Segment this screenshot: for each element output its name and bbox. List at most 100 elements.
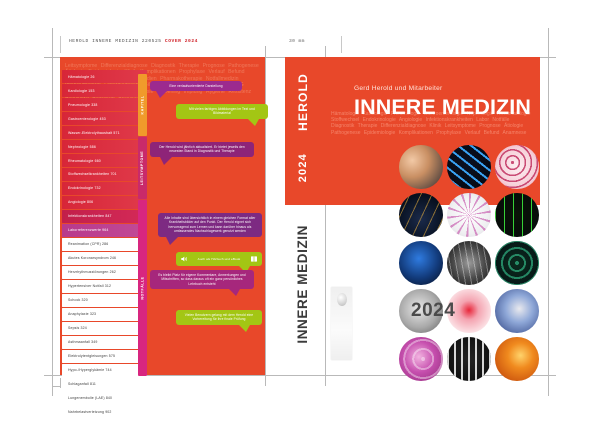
chapter-row: Nahrbelastverletzung 902 [62, 405, 147, 419]
front-cover-background-text: Hämatologie Kardiologie Pneumologie Gast… [331, 111, 531, 136]
index-tab-kapitel-label: KAPITEL [140, 95, 145, 115]
spine-panel: HEROLD 2024 INNERE MEDIZIN [285, 57, 325, 375]
blue-bacteria-micrograph-overlay [447, 145, 491, 189]
mri-spine-scan-overlay [447, 241, 491, 285]
blue-operating-room [399, 241, 443, 285]
callout-tail [239, 266, 250, 273]
corner-mark-bl [52, 386, 60, 387]
callout-bubble-kommentare: Es bleibt Platz für eigene Kommentare, A… [150, 270, 254, 297]
chapter-row: Gastroenterologie 453 [62, 111, 147, 126]
chapter-label: Lungenembolie (LAE) 840 [68, 396, 113, 401]
index-tab-leitsymptome-label: LEITSYMPTOME [140, 150, 145, 186]
chapter-row: Sepsis 324 [62, 321, 147, 335]
clinician-blue-scrubs [495, 289, 539, 333]
chapter-label: Reanimation (CPR) 286 [68, 242, 109, 247]
xray-film-strip [447, 337, 491, 381]
chapter-label: Hypo-/Hyperglykämie 744 [68, 368, 112, 373]
chapter-label: Stoffwechselkrankheiten 701 [68, 172, 117, 177]
chapter-label: Kardiologie 153 [68, 88, 95, 93]
bookmark-ribbon [331, 287, 352, 360]
slug-job-label: HEROLD INNERE MEDIZIN 220525 COVER 2024 [69, 39, 198, 44]
blue-bacteria-micrograph [447, 145, 491, 189]
callout-bubble-format-text: Alle Inhalte sind übersichtlich in einem… [164, 216, 256, 234]
slug-measure: 30 mm [289, 39, 305, 44]
chapter-row: Pneumologie 338 [62, 97, 147, 112]
chapter-label: Hämatologie 26 [68, 74, 95, 79]
chapter-row: Infektionskrankheiten 847 [62, 209, 147, 224]
bookmark-bead [336, 293, 347, 306]
callout-tail [229, 289, 240, 297]
chapter-label: Sepsis 324 [68, 326, 87, 331]
chapter-label: Laborreferenzwerte 964 [68, 228, 109, 233]
chapter-index-list: Hämatologie 26 Kardiologie 153 Pneumologie… [62, 70, 147, 420]
xray-film-strip-overlay [447, 337, 491, 381]
chapter-row: Anaphylaxie 323 [62, 307, 147, 321]
callout-bubble-pruefung: Vielen Benutzern gelang mit dem Herold e… [176, 310, 262, 332]
callout-bubble-verlauf: Eine verlaufsorientierte Darstellung [150, 81, 242, 99]
slug-cover-text: COVER 2024 [164, 39, 198, 44]
front-title: INNERE MEDIZIN [354, 95, 531, 119]
callout-tail [166, 236, 178, 245]
index-tab-notfaelle[interactable]: NOTFÄLLE [138, 200, 147, 376]
chapter-row: Akutes Koronarsyndrom 246 [62, 251, 147, 265]
print-slug-bar: HEROLD INNERE MEDIZIN 220525 COVER 2024 … [60, 36, 342, 53]
chapter-row: Schock 320 [62, 293, 147, 307]
slug-job-text: HEROLD INNERE MEDIZIN 220525 [69, 39, 162, 44]
crystal-micrograph [447, 193, 491, 237]
chapter-label: Herzrhythmusstörungen 262 [68, 270, 116, 275]
cover-image-row [399, 241, 539, 285]
front-year: 2024 [411, 300, 456, 321]
chapter-label: Akutes Koronarsyndrom 246 [68, 256, 117, 261]
callout-bubble-aktualisiert: Der Herold wird jährlich aktualisiert. E… [150, 142, 254, 165]
chapter-row: Hämatologie 26 [62, 70, 147, 84]
callout-bubble-kommentare-text: Es bleibt Platz für eigene Kommentare, A… [158, 273, 246, 286]
brain-perfusion-map [495, 241, 539, 285]
green-ecg-trace [495, 193, 539, 237]
callout-bubble-aktualisiert-text: Der Herold wird jährlich aktualisiert. E… [159, 145, 245, 154]
chapter-label: Wasser-Elektrolythaushalt 571 [68, 130, 120, 135]
book-icon [250, 255, 258, 263]
chapter-label: Nahrbelastverletzung 902 [68, 410, 112, 415]
chapter-row: Asthmaanfall 349 [62, 335, 147, 349]
chapter-label: Nephrologie 586 [68, 144, 96, 149]
dark-angiography-scan [399, 193, 443, 237]
spine-orange-block [285, 57, 325, 205]
chapter-label: Asthmaanfall 349 [68, 340, 98, 345]
chapter-label: Gastroenterologie 453 [68, 116, 106, 121]
spine-title: INNERE MEDIZIN [295, 225, 310, 344]
callout-tail [156, 91, 167, 99]
crystal-micrograph-overlay [447, 193, 491, 237]
callout-bubble-verlauf-text: Eine verlaufsorientierte Darstellung [169, 84, 223, 88]
chapter-row: Stoffwechselkrankheiten 701 [62, 167, 147, 182]
callout-bubble-abbildungen: Mit vielen farbigen Abbildungen im Text … [176, 104, 268, 126]
radiology-patient-photo [399, 145, 443, 189]
index-tab-leitsymptome[interactable]: LEITSYMPTOME [138, 137, 147, 199]
speaker-icon [180, 255, 188, 263]
chapter-label: Angiologie 806 [68, 200, 94, 205]
index-tab-notfaelle-label: NOTFÄLLE [140, 276, 145, 300]
chapter-row: Endokrinologie 732 [62, 181, 147, 196]
chapter-label: Pneumologie 338 [68, 102, 98, 107]
chapter-label: Anaphylaxie 323 [68, 312, 97, 317]
chapter-row: Lungenembolie (LAE) 840 [62, 391, 147, 405]
callout-bubble-pruefung-text: Vielen Benutzern gelang mit dem Herold e… [184, 313, 254, 322]
chapter-row: Wasser-Elektrolythaushalt 571 [62, 125, 147, 140]
blood-cells-micrograph-overlay [495, 145, 539, 189]
cover-image-row [399, 337, 539, 381]
chapter-label: Schlaganfall 811 [68, 382, 97, 387]
cover-image-row [399, 193, 539, 237]
cover-image-grid [399, 145, 539, 385]
pink-histology-slide-overlay [399, 337, 443, 381]
callout-tail [160, 156, 172, 165]
fold-mark-left [265, 46, 266, 386]
callout-bubble-abbildungen-text: Mit vielen farbigen Abbildungen im Text … [189, 107, 255, 116]
chapter-row: Reanimation (CPR) 286 [62, 237, 147, 251]
callout-bubble-format: Alle Inhalte sind übersichtlich in einem… [158, 213, 262, 245]
crop-mark-right [548, 28, 549, 396]
chapter-label: Rheumatologie 660 [68, 158, 101, 163]
index-tab-kapitel[interactable]: KAPITEL [138, 74, 147, 136]
chapter-label: Hypertensiver Notfall 312 [68, 284, 112, 289]
pink-histology-slide [399, 337, 443, 381]
cover-image-row [399, 145, 539, 189]
